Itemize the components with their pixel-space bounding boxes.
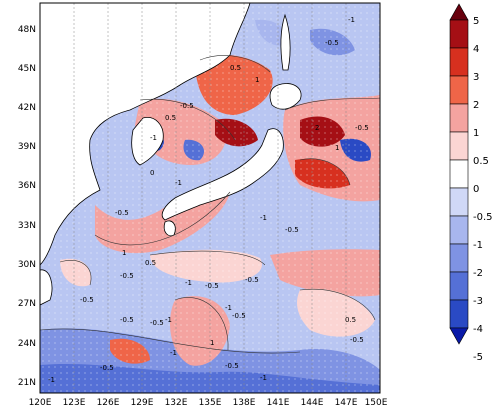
contour-label: -1: [48, 376, 55, 384]
contour-label: -0.5: [120, 272, 134, 280]
contour-label: -0.5: [245, 276, 259, 284]
sakhalin: [280, 13, 291, 71]
korean-peninsula: [131, 117, 164, 166]
lon-label: 150E: [365, 398, 388, 408]
lat-label: 42N: [18, 103, 36, 113]
colorbar-arrow-top: [449, 3, 469, 21]
colorbar-label: 2: [473, 100, 479, 111]
lon-label: 120E: [29, 398, 52, 408]
contour-label: 0.5: [165, 114, 176, 122]
colorbar-label: -1: [473, 240, 483, 251]
colorbar-segment: [449, 159, 469, 189]
colorbar-label: -5: [473, 352, 483, 363]
contour-label: -1: [225, 304, 232, 312]
lat-label: 24N: [18, 339, 36, 349]
colorbar-segment: [449, 271, 469, 301]
colorbar-segment: [449, 47, 469, 77]
lon-label: 126E: [97, 398, 120, 408]
contour-label: -0.5: [100, 364, 114, 372]
colorbar-label: -0.5: [473, 212, 493, 223]
colorbar-label: 4: [473, 44, 479, 55]
lon-label: 147E: [335, 398, 358, 408]
contour-label: -0.5: [285, 226, 299, 234]
contour-label: 0.5: [345, 316, 356, 324]
lon-label: 141E: [267, 398, 290, 408]
contour-label: -0.5: [350, 336, 364, 344]
gridlines: [73, 3, 347, 393]
contour-label: -1: [260, 374, 267, 382]
lon-label: 138E: [233, 398, 256, 408]
contour-label: 1: [335, 144, 339, 152]
colorbar-label: 5: [473, 16, 479, 27]
colorbar-label: 3: [473, 72, 479, 83]
contour-label: -1: [260, 214, 267, 222]
contour-label: -1: [348, 16, 355, 24]
colorbar-segment: [449, 215, 469, 245]
contour-label: 0.5: [230, 64, 241, 72]
colorbar-segment: [449, 75, 469, 105]
contour-label: -1: [165, 316, 172, 324]
contour-lines: [40, 55, 380, 354]
plot-frame: [39, 2, 381, 394]
contour-label: 1: [210, 339, 214, 347]
contour-label: 0: [150, 169, 154, 177]
colorbar: 5 4 3 2 1 0.5 0 -0.5 -1 -2 -3 -4 -5: [449, 3, 493, 363]
colorbar-segment: [449, 131, 469, 161]
colorbar-label: 0.5: [473, 156, 489, 167]
colorbar-label: -3: [473, 296, 483, 307]
contour-label: -0.5: [115, 209, 129, 217]
colorbar-segment: [449, 103, 469, 133]
latitude-axis: 48N 45N 42N 39N 36N 33N 30N 27N 24N 21N: [18, 25, 36, 388]
longitude-axis: 120E 123E 126E 129E 132E 135E 138E 141E …: [29, 398, 388, 408]
lat-label: 48N: [18, 25, 36, 35]
honshu: [161, 128, 284, 221]
taiwan: [40, 269, 53, 306]
lon-label: 123E: [63, 398, 86, 408]
lat-label: 45N: [18, 64, 36, 74]
lat-label: 27N: [18, 299, 36, 309]
contour-label: -0.5: [150, 319, 164, 327]
contour-label: -0.5: [205, 282, 219, 290]
lat-label: 30N: [18, 260, 36, 270]
contour-label: -1: [150, 134, 157, 142]
contour-label: 1: [122, 249, 126, 257]
colorbar-label: -2: [473, 268, 483, 279]
contour-label: -0.5: [325, 39, 339, 47]
plot-area: [40, 3, 380, 393]
contour-label: -0.5: [120, 316, 134, 324]
contour-label: 2: [315, 124, 319, 132]
contour-label: 0.5: [145, 259, 156, 267]
colorbar-label: 1: [473, 128, 479, 139]
lat-label: 36N: [18, 181, 36, 191]
contour-label: -0.5: [80, 296, 94, 304]
contour-label: -0.5: [180, 102, 194, 110]
lon-label: 144E: [301, 398, 324, 408]
colorbar-segment: [449, 243, 469, 273]
colorbar-arrow-bottom: [449, 327, 469, 345]
contour-label: -0.5: [232, 312, 246, 320]
contour-label: -0.5: [355, 124, 369, 132]
lon-label: 129E: [131, 398, 154, 408]
contour-label: -1: [170, 349, 177, 357]
colorbar-segment: [449, 299, 469, 329]
lat-label: 39N: [18, 142, 36, 152]
contour-label: -0.5: [225, 362, 239, 370]
colorbar-segment: [449, 187, 469, 217]
colorbar-segment: [449, 19, 469, 49]
hokkaido: [269, 83, 302, 110]
colorbar-label: 0: [473, 184, 479, 195]
contour-label: 1: [255, 76, 259, 84]
lat-label: 21N: [18, 378, 36, 388]
contour-label: -1: [185, 279, 192, 287]
lon-label: 132E: [165, 398, 188, 408]
contour-label-group: -1 -0.5 0.5 1 -0.5 0.5 -1 2 1 -0.5 0 -1 …: [48, 16, 369, 384]
colorbar-label: -4: [473, 324, 483, 335]
lon-label: 135E: [199, 398, 222, 408]
lat-label: 33N: [18, 221, 36, 231]
kyushu: [163, 220, 176, 237]
contour-label: -1: [175, 179, 182, 187]
